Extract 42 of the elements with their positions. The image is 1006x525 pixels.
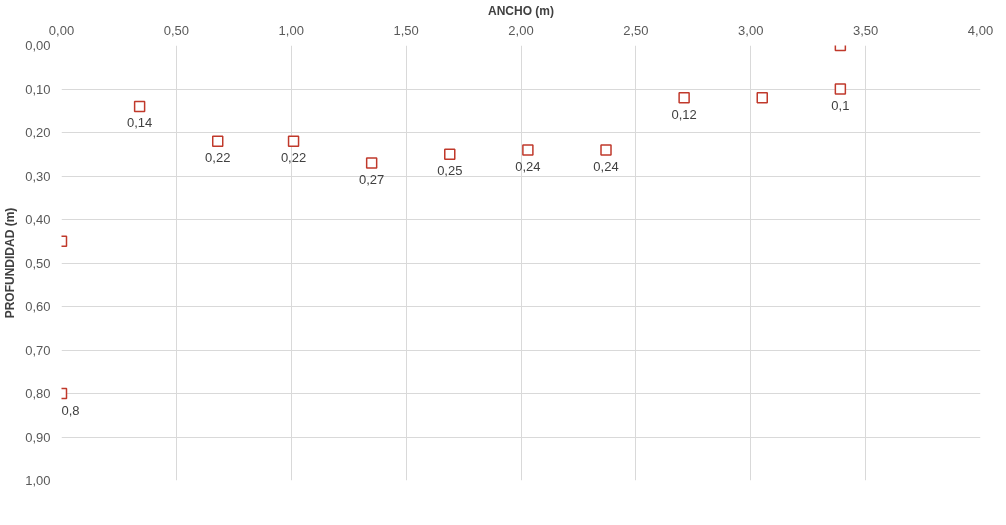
y-tick-label: 0,80 bbox=[25, 386, 51, 401]
point bbox=[600, 144, 612, 156]
y-tick-label: 0,40 bbox=[25, 212, 51, 227]
point bbox=[834, 83, 847, 95]
data-label: 0,24 bbox=[593, 158, 619, 174]
y-tick-label: 0,10 bbox=[25, 81, 51, 97]
x-tick-label: 3,50 bbox=[852, 22, 879, 38]
data-label: 0,14 bbox=[126, 115, 153, 131]
point bbox=[522, 144, 534, 156]
x-tick-label: 0,00 bbox=[48, 22, 75, 38]
data-label: 0,1 bbox=[831, 98, 850, 113]
point bbox=[678, 91, 690, 104]
point bbox=[211, 135, 224, 147]
point bbox=[444, 148, 456, 160]
y-tick-label: 0,90 bbox=[25, 429, 51, 445]
point bbox=[287, 135, 300, 147]
data-label: 0,22 bbox=[280, 150, 307, 166]
data-label: 0,24 bbox=[515, 158, 541, 174]
y-tick-label: 1,00 bbox=[25, 473, 51, 488]
data-label: 0,27 bbox=[359, 171, 385, 187]
point bbox=[133, 100, 146, 113]
point bbox=[756, 91, 768, 104]
data-label: 0,25 bbox=[437, 163, 463, 179]
data-label: 0,8 bbox=[61, 402, 80, 418]
y-tick-label: 0,70 bbox=[25, 342, 51, 358]
x-tick-label: 1,50 bbox=[393, 22, 419, 38]
x-axis-title: ANCHO (m) bbox=[488, 3, 554, 18]
x-tick-label: 3,00 bbox=[738, 22, 764, 38]
y-tick-label: 0,50 bbox=[25, 255, 51, 271]
x-tick-label: 2,50 bbox=[623, 22, 649, 38]
y-tick-label: 0,00 bbox=[25, 38, 51, 53]
y-axis-title: PROFUNDIDAD (m) bbox=[3, 207, 18, 319]
x-tick-label: 4,00 bbox=[967, 22, 994, 38]
x-tick-label: 2,00 bbox=[508, 22, 534, 38]
y-tick-label: 0,60 bbox=[25, 299, 51, 314]
data-label: 0,22 bbox=[205, 150, 231, 166]
point bbox=[365, 157, 378, 169]
data-label: 0,12 bbox=[671, 106, 697, 122]
x-tick-label: 1,00 bbox=[278, 22, 304, 38]
y-tick-label: 0,20 bbox=[25, 125, 51, 140]
y-tick-label: 0,30 bbox=[25, 168, 51, 184]
x-tick-label: 0,50 bbox=[163, 22, 190, 38]
